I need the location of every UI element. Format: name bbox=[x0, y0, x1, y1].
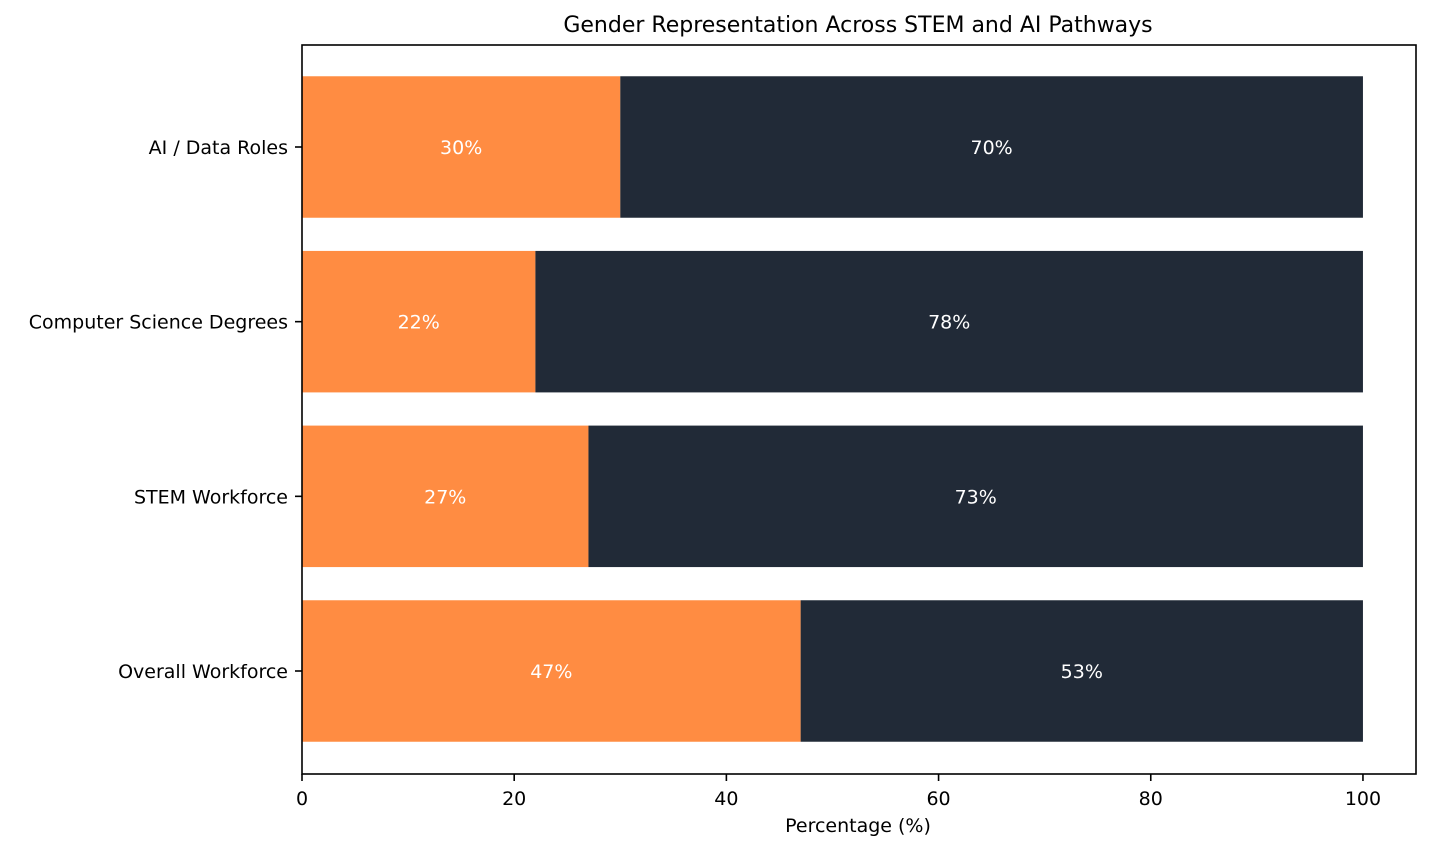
bar-segment-dark bbox=[535, 250, 1363, 393]
x-tick-label: 60 bbox=[926, 788, 950, 810]
y-tick-label: AI / Data Roles bbox=[149, 137, 288, 159]
bar-value-label: 53% bbox=[1061, 661, 1103, 683]
x-tick-label: 20 bbox=[502, 788, 526, 810]
bar-segment-orange bbox=[302, 600, 801, 742]
bar-segment-dark bbox=[588, 425, 1363, 568]
x-axis: 0 20 40 60 80 100 bbox=[296, 774, 1381, 810]
bar-value-label: 70% bbox=[971, 137, 1013, 159]
bar-segment-orange bbox=[302, 250, 536, 393]
bar-value-label: 22% bbox=[398, 312, 440, 334]
x-tick-label: 80 bbox=[1139, 788, 1163, 810]
bar-segment-orange bbox=[302, 76, 621, 218]
bar-value-label: 78% bbox=[928, 312, 970, 334]
chart-title: Gender Representation Across STEM and AI… bbox=[563, 13, 1152, 38]
y-tick-label: STEM Workforce bbox=[134, 486, 288, 508]
y-tick-label: Overall Workforce bbox=[118, 661, 288, 683]
bar-value-label: 47% bbox=[530, 661, 572, 683]
bar-segment-dark bbox=[800, 600, 1363, 742]
plot-frame bbox=[301, 44, 1417, 775]
bar-value-label: 73% bbox=[955, 486, 997, 508]
bar-segment-orange bbox=[302, 425, 589, 568]
x-axis-label: Percentage (%) bbox=[785, 815, 931, 837]
y-axis: AI / Data Roles Computer Science Degrees S… bbox=[29, 137, 302, 683]
bars-group: 30% 70% 22% 78% 27% 73% 47% 53% bbox=[302, 76, 1363, 742]
x-tick-label: 100 bbox=[1345, 788, 1381, 810]
bar-value-label: 30% bbox=[440, 137, 482, 159]
y-tick-label: Computer Science Degrees bbox=[29, 312, 288, 334]
bar-segment-dark bbox=[620, 76, 1363, 218]
x-tick-label: 0 bbox=[296, 788, 308, 810]
x-tick-label: 40 bbox=[714, 788, 738, 810]
bar-value-label: 27% bbox=[424, 486, 466, 508]
